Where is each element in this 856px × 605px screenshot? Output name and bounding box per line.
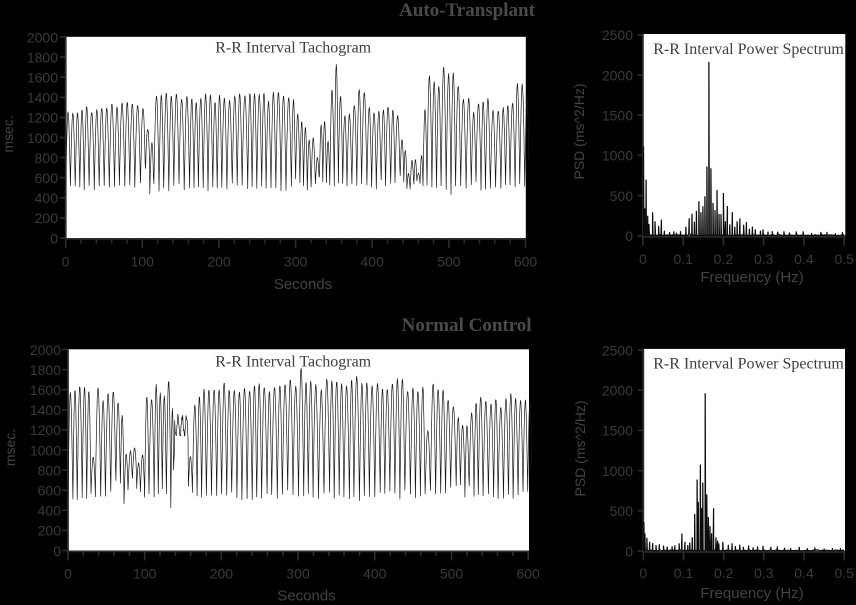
svg-text:600: 600 [514, 254, 538, 270]
svg-text:0: 0 [639, 565, 647, 581]
svg-text:1500: 1500 [602, 423, 633, 439]
svg-text:PSD (ms^2/Hz): PSD (ms^2/Hz) [571, 83, 587, 179]
svg-text:1200: 1200 [27, 110, 58, 126]
svg-text:1800: 1800 [27, 49, 58, 65]
svg-text:2500: 2500 [602, 342, 633, 358]
svg-text:300: 300 [286, 566, 310, 582]
svg-text:200: 200 [38, 523, 62, 539]
svg-text:R-R Interval Tachogram: R-R Interval Tachogram [215, 354, 371, 371]
svg-text:R-R Interval Power Spectrum: R-R Interval Power Spectrum [653, 41, 844, 58]
svg-text:0.4: 0.4 [794, 251, 814, 267]
svg-text:400: 400 [361, 254, 385, 270]
svg-text:1200: 1200 [30, 422, 61, 438]
svg-text:0: 0 [50, 230, 58, 246]
svg-text:Seconds: Seconds [277, 588, 335, 605]
svg-text:0: 0 [64, 566, 72, 582]
svg-text:Frequency (Hz): Frequency (Hz) [700, 585, 803, 602]
svg-text:400: 400 [363, 566, 387, 582]
svg-text:0: 0 [639, 251, 647, 267]
svg-text:600: 600 [517, 566, 541, 582]
svg-text:0: 0 [62, 254, 70, 270]
svg-text:100: 100 [131, 254, 155, 270]
svg-text:100: 100 [133, 566, 157, 582]
svg-text:1400: 1400 [27, 90, 58, 106]
svg-text:600: 600 [35, 170, 59, 186]
svg-text:1000: 1000 [602, 148, 633, 164]
svg-text:0.5: 0.5 [834, 251, 854, 267]
svg-text:0.1: 0.1 [674, 565, 694, 581]
svg-text:800: 800 [38, 462, 62, 478]
svg-text:500: 500 [437, 254, 461, 270]
svg-text:1600: 1600 [30, 382, 61, 398]
svg-text:2000: 2000 [27, 29, 58, 45]
svg-text:1400: 1400 [30, 402, 61, 418]
svg-text:600: 600 [38, 483, 62, 499]
svg-text:200: 200 [210, 566, 234, 582]
svg-text:1600: 1600 [27, 70, 58, 86]
svg-text:0: 0 [625, 228, 633, 244]
svg-text:200: 200 [35, 210, 59, 226]
svg-text:300: 300 [284, 254, 308, 270]
svg-text:2000: 2000 [602, 67, 633, 83]
svg-text:200: 200 [207, 254, 231, 270]
svg-text:500: 500 [440, 566, 464, 582]
svg-text:msec.: msec. [0, 115, 16, 152]
svg-text:400: 400 [38, 503, 62, 519]
svg-text:Frequency (Hz): Frequency (Hz) [700, 269, 803, 286]
svg-text:800: 800 [35, 150, 59, 166]
svg-text:0.3: 0.3 [754, 565, 774, 581]
svg-text:0.5: 0.5 [834, 565, 854, 581]
svg-text:400: 400 [35, 190, 59, 206]
svg-text:Normal Control: Normal Control [402, 315, 532, 336]
svg-text:Seconds: Seconds [274, 276, 332, 293]
svg-text:2000: 2000 [30, 342, 61, 358]
svg-text:0.4: 0.4 [794, 565, 814, 581]
svg-text:0.1: 0.1 [673, 251, 693, 267]
svg-text:0.2: 0.2 [714, 251, 734, 267]
svg-text:1000: 1000 [602, 463, 633, 479]
svg-text:0.2: 0.2 [714, 565, 734, 581]
svg-text:0.3: 0.3 [754, 251, 774, 267]
svg-text:Auto-Transplant: Auto-Transplant [399, 0, 536, 21]
svg-text:1500: 1500 [602, 108, 633, 124]
svg-text:1000: 1000 [30, 442, 61, 458]
svg-text:0: 0 [625, 543, 633, 559]
svg-text:1800: 1800 [30, 362, 61, 378]
svg-text:R-R Interval Tachogram: R-R Interval Tachogram [215, 40, 371, 57]
svg-text:2000: 2000 [602, 383, 633, 399]
svg-text:0: 0 [53, 543, 61, 559]
svg-text:2500: 2500 [602, 27, 633, 43]
svg-text:500: 500 [610, 188, 634, 204]
svg-text:msec.: msec. [2, 429, 18, 466]
svg-text:500: 500 [610, 503, 634, 519]
svg-text:R-R Interval Power Spectrum: R-R Interval Power Spectrum [653, 355, 844, 372]
svg-text:1000: 1000 [27, 130, 58, 146]
svg-text:PSD (ms^2/Hz): PSD (ms^2/Hz) [572, 400, 588, 496]
